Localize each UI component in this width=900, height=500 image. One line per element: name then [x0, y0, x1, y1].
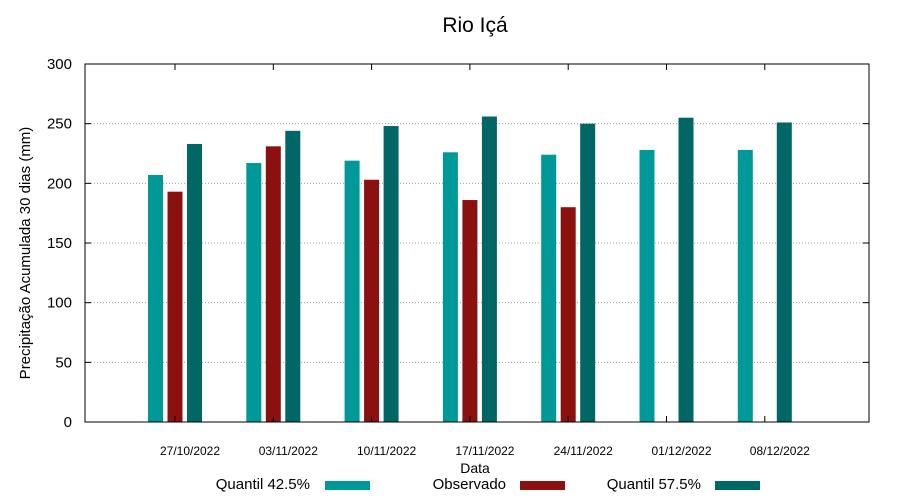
- legend-swatch: [325, 481, 370, 490]
- y-tick-label: 150: [47, 235, 72, 252]
- y-tick-label: 50: [55, 354, 72, 371]
- y-tick-label: 300: [47, 56, 72, 73]
- x-tick-label: 03/11/2022: [259, 444, 318, 458]
- x-tick-label: 01/12/2022: [651, 444, 711, 458]
- bar: [481, 116, 497, 423]
- bar: [639, 149, 655, 423]
- bar: [167, 191, 183, 422]
- bars: [148, 116, 792, 423]
- x-axis-label: Data: [460, 460, 490, 476]
- y-tick-label: 0: [64, 414, 72, 431]
- bar: [776, 122, 792, 423]
- bar: [462, 200, 478, 422]
- x-tick-label: 27/10/2022: [160, 444, 220, 458]
- bar: [246, 163, 262, 422]
- x-axis-ticks: 27/10/2022 03/11/2022 10/11/2022 17/11/2022…: [160, 64, 810, 458]
- legend-swatch: [715, 481, 760, 490]
- bar: [187, 143, 202, 422]
- bar: [383, 126, 399, 422]
- y-axis-label: Precipitação Acumulada 30 dias (mm): [17, 127, 34, 380]
- chart-title: Rio Içá: [442, 14, 508, 37]
- bar: [344, 160, 360, 422]
- legend: Quantil 42.5% Observado Quantil 57.5%: [216, 476, 760, 493]
- y-axis-ticks: 0 50 100 150 200 250 300: [47, 56, 869, 431]
- bar: [148, 174, 163, 422]
- y-tick-label: 250: [47, 116, 72, 133]
- x-tick-label: 17/11/2022: [455, 444, 514, 458]
- legend-label: Quantil 42.5%: [216, 476, 310, 493]
- bar: [580, 123, 596, 423]
- legend-label: Quantil 57.5%: [607, 476, 701, 493]
- bar: [560, 207, 576, 422]
- y-tick-label: 200: [47, 175, 72, 192]
- bar: [265, 146, 281, 422]
- x-tick-label: 10/11/2022: [357, 444, 416, 458]
- legend-swatch: [520, 481, 565, 490]
- x-tick-label: 24/11/2022: [554, 444, 613, 458]
- legend-label: Observado: [433, 476, 506, 493]
- bar: [737, 149, 753, 423]
- bar: [442, 152, 458, 422]
- bar: [541, 154, 557, 422]
- x-tick-label: 08/12/2022: [750, 444, 810, 458]
- bar: [364, 179, 380, 422]
- y-tick-label: 100: [47, 295, 72, 312]
- bar: [285, 130, 301, 422]
- bar: [678, 117, 694, 422]
